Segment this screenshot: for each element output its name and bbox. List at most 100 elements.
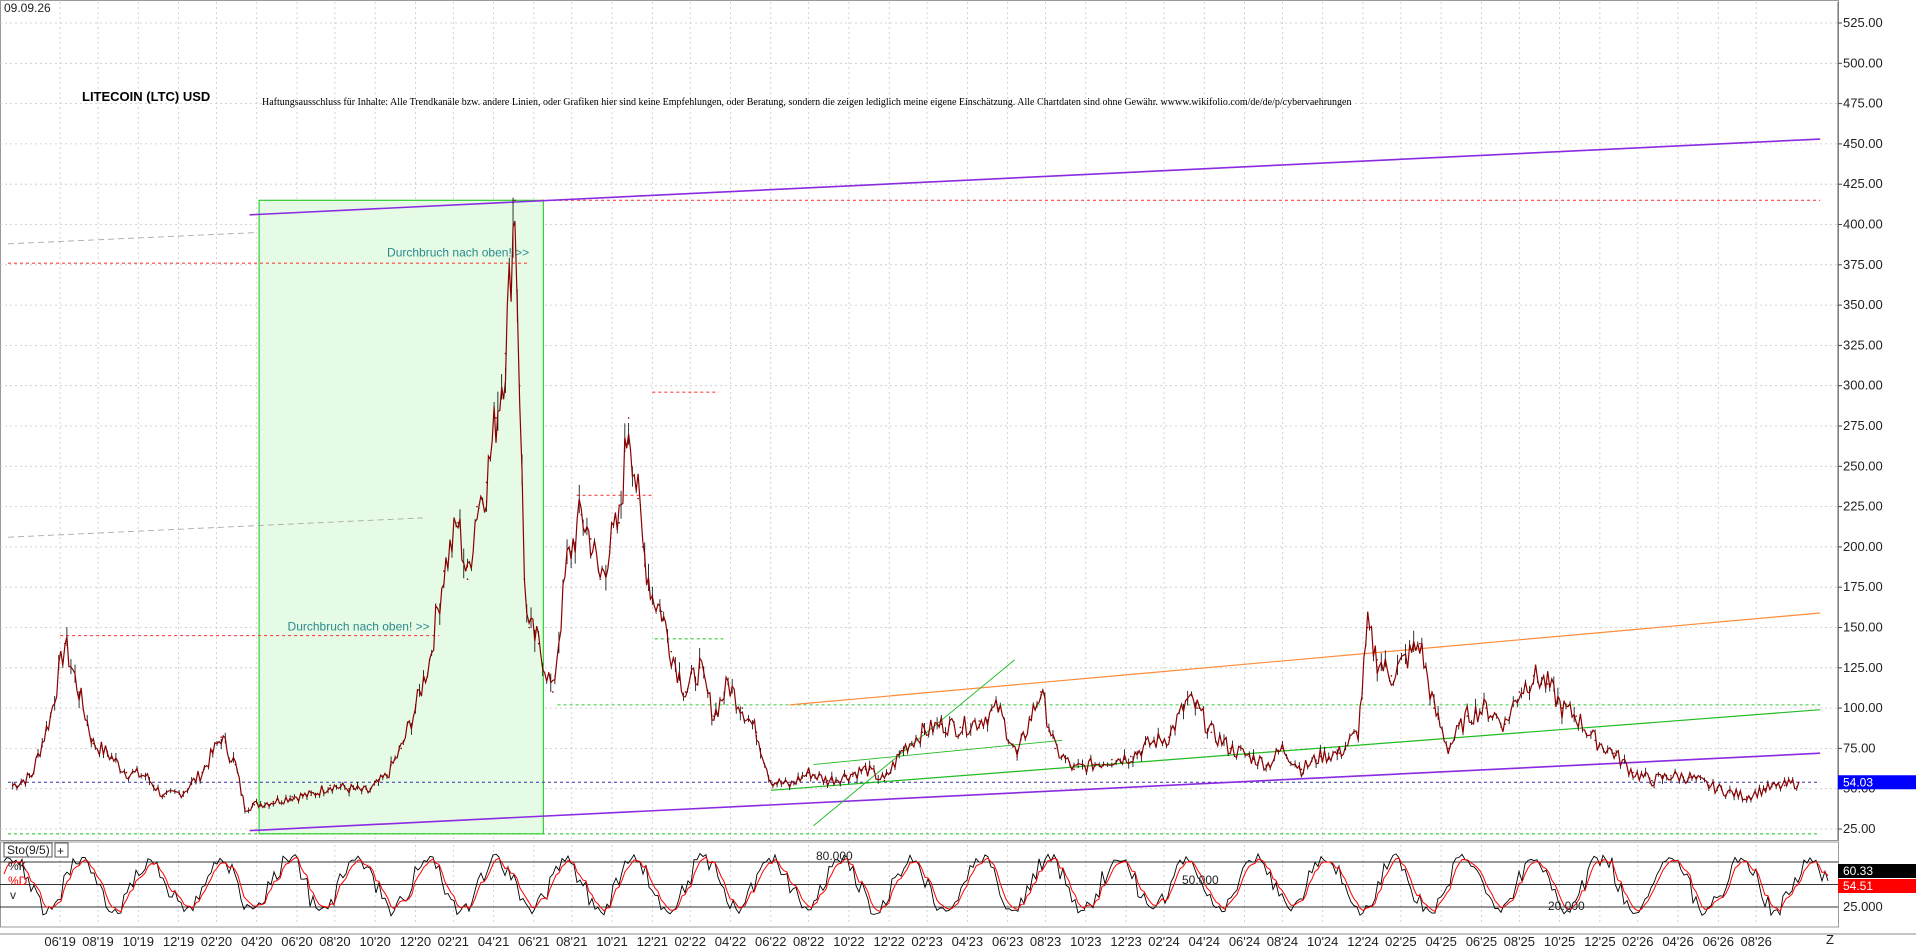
price-point bbox=[1167, 736, 1170, 738]
price-point bbox=[1319, 755, 1322, 758]
price-point bbox=[457, 521, 459, 524]
price-point bbox=[713, 715, 715, 717]
price-point bbox=[528, 626, 530, 629]
price-point bbox=[367, 791, 369, 793]
price-point bbox=[845, 775, 848, 777]
x-tick-label: 04'26 bbox=[1662, 934, 1693, 948]
v-legend: v bbox=[10, 888, 16, 902]
price-point bbox=[670, 650, 673, 653]
x-tick-label: 06'21 bbox=[518, 934, 549, 948]
oscillator-expand-button[interactable] bbox=[54, 842, 69, 858]
x-tick-label: 08'19 bbox=[82, 934, 113, 948]
price-point bbox=[660, 610, 663, 613]
reference-lines bbox=[8, 199, 1821, 835]
price-point bbox=[637, 497, 639, 500]
k-legend: %K bbox=[8, 859, 27, 873]
x-tick-label: 08'23 bbox=[1030, 934, 1061, 948]
price-point bbox=[1518, 691, 1521, 693]
x-tick-label: 12'23 bbox=[1110, 934, 1141, 948]
price-point bbox=[1267, 763, 1270, 766]
price-point bbox=[642, 546, 644, 548]
price-point bbox=[1054, 747, 1056, 750]
price-point bbox=[1485, 707, 1487, 709]
price-point bbox=[1670, 775, 1672, 777]
y-tick-label: 150.00 bbox=[1843, 620, 1883, 635]
price-point bbox=[1248, 755, 1251, 758]
price-point bbox=[92, 742, 95, 745]
price-point bbox=[1419, 642, 1421, 645]
x-tick-label: 02'21 bbox=[438, 934, 469, 948]
x-tick-label: 06'24 bbox=[1229, 934, 1260, 948]
y-tick-label: 275.00 bbox=[1843, 418, 1883, 433]
x-tick-label: 10'24 bbox=[1307, 934, 1338, 948]
price-point bbox=[902, 747, 905, 750]
price-point bbox=[1783, 784, 1786, 787]
trend-line bbox=[813, 659, 1016, 827]
price-point bbox=[997, 707, 999, 709]
price-point bbox=[64, 642, 66, 645]
k-line bbox=[3, 852, 1829, 917]
price-point bbox=[1092, 763, 1094, 766]
x-tick-label: 04'25 bbox=[1425, 934, 1456, 948]
y-tick-label: 525.00 bbox=[1843, 15, 1883, 30]
price-point bbox=[741, 707, 744, 709]
x-tick-label: 04'23 bbox=[952, 934, 983, 948]
k-value: 60.33 bbox=[1843, 864, 1873, 878]
price-point bbox=[883, 779, 886, 782]
price-point bbox=[537, 642, 540, 645]
y-tick-label: 75.00 bbox=[1843, 740, 1876, 755]
y-tick-label: 350.00 bbox=[1843, 297, 1883, 312]
y-tick-label: 325.00 bbox=[1843, 337, 1883, 352]
price-point bbox=[1726, 791, 1729, 793]
disclaimer-text: Haftungsausschluss für Inhalte: Alle Tre… bbox=[262, 97, 1352, 108]
price-point bbox=[921, 731, 924, 734]
price-point bbox=[1300, 768, 1303, 771]
d-line bbox=[3, 856, 1829, 913]
x-tick-label: 02'26 bbox=[1622, 934, 1653, 948]
price-point bbox=[1632, 771, 1634, 774]
x-tick-label: 02'23 bbox=[911, 934, 942, 948]
x-tick-label: 08'26 bbox=[1740, 934, 1771, 948]
price-point bbox=[1111, 758, 1113, 761]
price-point bbox=[163, 795, 166, 798]
trend-line bbox=[7, 232, 257, 245]
price-point bbox=[1798, 781, 1800, 784]
y-tick-label: 450.00 bbox=[1843, 136, 1883, 151]
breakout-annotation: Durchbruch nach oben! >> bbox=[387, 246, 529, 260]
price-point bbox=[826, 779, 829, 782]
price-point bbox=[684, 691, 687, 693]
x-tick-label: 08'20 bbox=[319, 934, 350, 948]
y-tick-label: 25.00 bbox=[1843, 821, 1876, 836]
price-point bbox=[485, 481, 488, 484]
y-axis: 25.0050.0075.00100.00125.00150.00175.002… bbox=[1837, 2, 1916, 840]
oscillator-label: Sto(9/5) bbox=[7, 843, 50, 857]
price-point bbox=[1613, 752, 1615, 755]
price-point bbox=[1689, 776, 1691, 779]
x-tick-label: 04'21 bbox=[478, 934, 509, 948]
price-point bbox=[788, 784, 791, 787]
price-point bbox=[11, 784, 14, 787]
level-label-50: 50.000 bbox=[1182, 873, 1219, 887]
trend-line bbox=[770, 709, 1821, 791]
y-tick-label: 375.00 bbox=[1843, 257, 1883, 272]
price-point bbox=[618, 521, 620, 524]
x-tick-label: 06'25 bbox=[1466, 934, 1497, 948]
price-point bbox=[1594, 739, 1596, 742]
x-tick-label: 04'22 bbox=[715, 934, 746, 948]
price-point bbox=[386, 775, 388, 777]
breakout-annotation: Durchbruch nach oben! >> bbox=[288, 620, 430, 634]
price-point bbox=[599, 578, 602, 580]
price-point bbox=[466, 578, 469, 580]
price-point bbox=[1186, 699, 1189, 701]
price-point bbox=[234, 763, 237, 766]
plus-icon: + bbox=[57, 844, 64, 858]
price-point bbox=[580, 513, 583, 516]
price-point bbox=[125, 771, 128, 774]
price-point bbox=[651, 594, 654, 597]
price-point bbox=[30, 775, 33, 777]
oscillator-label-box[interactable] bbox=[3, 842, 53, 858]
x-tick-label: 06'23 bbox=[992, 934, 1023, 948]
price-point bbox=[1651, 779, 1653, 782]
price-point bbox=[727, 683, 729, 685]
price-point bbox=[78, 691, 80, 693]
